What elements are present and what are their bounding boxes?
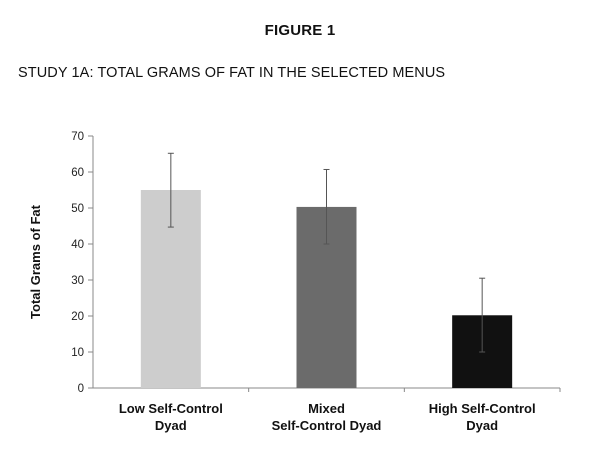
x-tick-label: Mixed bbox=[308, 401, 345, 416]
figure-title: STUDY 1A: TOTAL GRAMS OF FAT IN THE SELE… bbox=[18, 65, 446, 81]
y-tick-label: 0 bbox=[78, 383, 84, 395]
y-tick-label: 60 bbox=[71, 167, 84, 179]
x-tick-label: Dyad bbox=[155, 418, 187, 433]
y-tick-label: 50 bbox=[71, 203, 84, 215]
y-tick-label: 40 bbox=[71, 239, 84, 251]
y-tick-label: 70 bbox=[71, 131, 84, 143]
figure-label: FIGURE 1 bbox=[264, 22, 336, 39]
x-tick-label: High Self-Control bbox=[429, 401, 536, 416]
y-tick-label: 20 bbox=[71, 311, 84, 323]
y-tick-label: 10 bbox=[71, 347, 84, 359]
y-axis-label: Total Grams of Fat bbox=[28, 204, 43, 319]
x-tick-label: Dyad bbox=[466, 418, 498, 433]
y-tick-label: 30 bbox=[71, 275, 84, 287]
x-tick-label: Self-Control Dyad bbox=[272, 418, 382, 433]
x-tick-label: Low Self-Control bbox=[119, 401, 223, 416]
